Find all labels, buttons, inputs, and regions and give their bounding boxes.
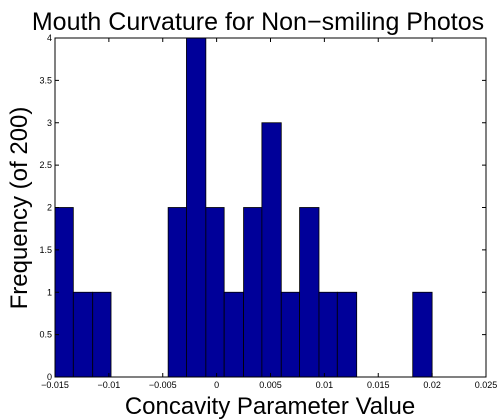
y-axis-ticks: 0 0.5 1 1.5 2 2.5 3 3.5 4 — [39, 33, 486, 382]
histogram-bar-2 — [92, 291, 112, 378]
x-tick-label-6: 0.015 — [367, 380, 390, 390]
histogram-bar-6 — [167, 207, 187, 378]
histogram-bar-9 — [223, 291, 244, 378]
histogram-bar-12 — [280, 291, 300, 378]
y-tick-label-3: 1.5 — [39, 245, 52, 255]
y-tick-label-0: 0 — [47, 372, 52, 382]
histogram-bar-10 — [243, 207, 263, 378]
x-tick-label-5: 0.01 — [316, 380, 334, 390]
y-tick-label-4: 2 — [47, 203, 52, 213]
histogram-bar-11 — [261, 122, 282, 378]
x-tick-label-7: 0.02 — [423, 380, 441, 390]
histogram-bar-13 — [299, 207, 320, 378]
y-tick-label-7: 3.5 — [39, 75, 52, 85]
y-tick-label-1: 0.5 — [39, 330, 52, 340]
y-tick-label-6: 3 — [47, 118, 52, 128]
histogram-bar-14 — [318, 291, 338, 378]
histogram-bar-19 — [412, 291, 433, 378]
y-tick-label-2: 1 — [47, 287, 52, 297]
histogram-bar-15 — [336, 291, 358, 378]
x-tick-label-2: −0.005 — [149, 380, 177, 390]
y-tick-label-8: 4 — [47, 33, 52, 43]
x-tick-label-4: 0.005 — [259, 380, 282, 390]
x-tick-label-8: 0.025 — [475, 380, 498, 390]
x-axis-ticks: −0.015 −0.01 −0.005 0 0.005 0.01 0.015 0.02 0.02… — [41, 38, 497, 390]
x-tick-label-0: −0.015 — [41, 380, 69, 390]
y-tick-label-5: 2.5 — [39, 160, 52, 170]
histogram-bar-1 — [72, 291, 94, 378]
x-axis-label: Concavity Parameter Value — [125, 393, 415, 420]
x-tick-label-3: 0 — [214, 380, 219, 390]
bars-group — [54, 37, 433, 378]
x-tick-label-1: −0.01 — [97, 380, 120, 390]
y-axis-label: Frequency (of 200) — [6, 107, 33, 310]
histogram-bar-8 — [205, 207, 225, 378]
histogram-bar-7 — [186, 37, 207, 378]
chart-title: Mouth Curvature for Non−smiling Photos — [32, 8, 484, 36]
